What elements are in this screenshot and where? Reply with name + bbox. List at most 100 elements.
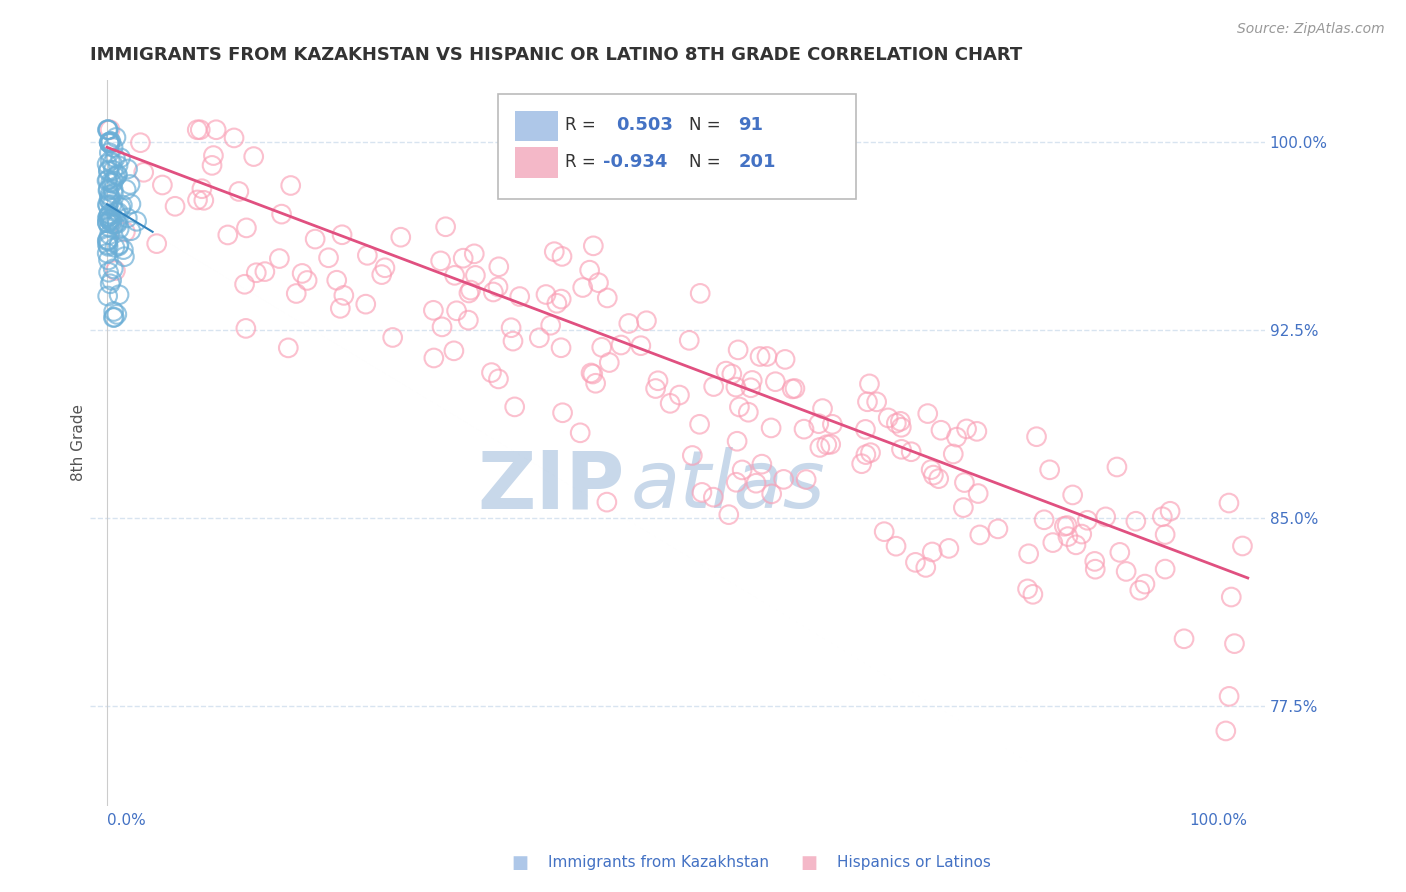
Point [783, 382, 806, 396]
Point [598, 355, 620, 369]
Point [596, 495, 619, 509]
Point [97, 210, 120, 224]
Point [551, 249, 574, 263]
Point [877, 411, 900, 425]
Point [1084, 562, 1107, 576]
Text: atlas: atlas [630, 447, 825, 525]
Point [1025, 430, 1047, 444]
Point [330, 227, 353, 242]
Point [318, 251, 340, 265]
Point [808, 441, 831, 455]
Point [717, 508, 740, 522]
Point [969, 528, 991, 542]
Point [98, 207, 121, 221]
Point [1070, 527, 1092, 541]
Point [681, 449, 703, 463]
Point [945, 430, 967, 444]
Point [855, 448, 877, 462]
Point [222, 131, 245, 145]
Point [759, 421, 782, 435]
Point [97, 199, 120, 213]
Point [107, 205, 129, 219]
Point [242, 150, 264, 164]
Point [98, 277, 121, 291]
Point [114, 225, 136, 239]
Point [630, 339, 652, 353]
Text: Source: ZipAtlas.com: Source: ZipAtlas.com [1237, 22, 1385, 37]
Text: ZIP: ZIP [477, 447, 624, 525]
Point [900, 444, 922, 458]
Point [422, 303, 444, 318]
Point [97, 252, 120, 267]
Point [1022, 587, 1045, 601]
Point [389, 230, 412, 244]
Point [96, 234, 118, 248]
Point [551, 406, 574, 420]
Point [953, 475, 976, 490]
Point [689, 417, 711, 432]
Point [100, 273, 122, 287]
Point [579, 366, 602, 380]
Point [98, 194, 121, 209]
Text: 0.0%: 0.0% [107, 814, 146, 829]
Point [304, 232, 326, 246]
Point [644, 382, 666, 396]
Point [104, 169, 127, 184]
Point [917, 407, 939, 421]
Point [103, 261, 125, 276]
Point [859, 445, 882, 459]
Point [534, 287, 557, 301]
Point [100, 211, 122, 226]
Point [1039, 463, 1062, 477]
Point [98, 193, 121, 207]
Point [721, 367, 744, 381]
FancyBboxPatch shape [515, 147, 558, 178]
Point [451, 251, 474, 265]
Point [434, 219, 457, 234]
Point [443, 343, 465, 358]
Point [582, 367, 605, 381]
Point [464, 268, 486, 283]
Point [235, 321, 257, 335]
Point [488, 260, 510, 274]
Point [569, 425, 592, 440]
Point [107, 239, 129, 253]
Point [98, 214, 121, 228]
Point [668, 388, 690, 402]
Point [333, 288, 356, 302]
Point [550, 341, 572, 355]
Point [725, 475, 748, 490]
Point [1218, 496, 1240, 510]
Point [745, 476, 768, 491]
Point [97, 233, 120, 247]
Point [186, 122, 208, 136]
Point [105, 215, 128, 229]
Point [793, 422, 815, 436]
Point [97, 289, 120, 303]
Point [101, 217, 124, 231]
Text: R =: R = [565, 117, 600, 135]
Point [188, 122, 211, 136]
Point [591, 340, 613, 354]
Point [103, 186, 125, 201]
Point [740, 381, 762, 395]
Point [356, 248, 378, 262]
Point [371, 268, 394, 282]
Point [201, 158, 224, 172]
Point [374, 260, 396, 275]
Point [749, 350, 772, 364]
Point [873, 524, 896, 539]
Point [115, 182, 138, 196]
Point [446, 303, 468, 318]
Point [100, 135, 122, 149]
Point [101, 140, 124, 154]
Point [488, 372, 510, 386]
Point [596, 291, 619, 305]
Point [325, 273, 347, 287]
Point [429, 253, 451, 268]
Point [101, 177, 124, 191]
Point [851, 457, 873, 471]
Point [96, 216, 118, 230]
Point [1154, 562, 1177, 576]
Point [97, 184, 120, 198]
